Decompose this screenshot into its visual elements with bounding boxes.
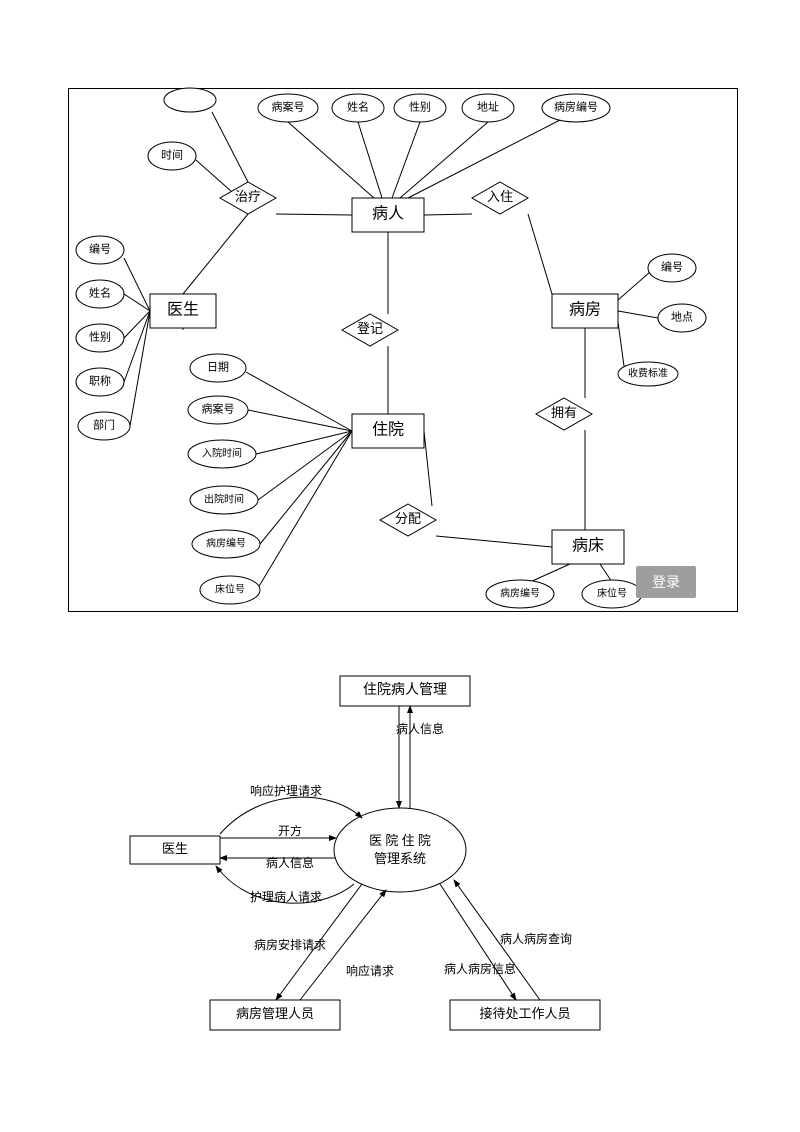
- svg-text:病房: 病房: [569, 301, 601, 319]
- svg-text:病人: 病人: [372, 205, 404, 223]
- svg-text:病人信息: 病人信息: [266, 855, 314, 870]
- svg-text:病房编号: 病房编号: [554, 100, 598, 114]
- svg-text:部门: 部门: [93, 418, 115, 432]
- svg-text:分配: 分配: [395, 511, 421, 526]
- svg-text:病床: 病床: [572, 537, 604, 555]
- svg-text:病人病房查询: 病人病房查询: [500, 931, 572, 946]
- svg-text:收费标准: 收费标准: [628, 366, 668, 379]
- svg-text:性别: 性别: [89, 330, 111, 344]
- svg-text:姓名: 姓名: [89, 286, 111, 300]
- svg-text:住院: 住院: [372, 421, 404, 439]
- svg-text:医生: 医生: [167, 301, 199, 319]
- svg-text:响应护理请求: 响应护理请求: [250, 783, 322, 798]
- svg-text:响应请求: 响应请求: [346, 963, 394, 978]
- svg-text:地址: 地址: [477, 100, 499, 114]
- login-button[interactable]: 登录: [636, 566, 696, 598]
- svg-text:病案号: 病案号: [202, 402, 235, 416]
- page: 病案号姓名性别地址病房编号时间编号姓名性别职称部门编号地点收费标准日期病案号入院…: [0, 0, 800, 1132]
- svg-text:医 院 住 院: 医 院 住 院: [369, 833, 431, 848]
- svg-text:管理系统: 管理系统: [374, 851, 426, 866]
- svg-text:编号: 编号: [89, 242, 111, 256]
- svg-text:病人信息: 病人信息: [396, 721, 444, 736]
- svg-text:治疗: 治疗: [235, 189, 261, 204]
- svg-text:病案号: 病案号: [272, 100, 305, 114]
- svg-text:住院病人管理: 住院病人管理: [363, 682, 447, 698]
- svg-text:开方: 开方: [278, 823, 302, 838]
- svg-text:病房编号: 病房编号: [500, 586, 540, 599]
- svg-text:床位号: 床位号: [215, 582, 245, 595]
- svg-text:编号: 编号: [661, 260, 683, 274]
- svg-text:登记: 登记: [357, 321, 383, 336]
- svg-text:接待处工作人员: 接待处工作人员: [479, 1006, 570, 1021]
- svg-text:入住: 入住: [487, 189, 513, 204]
- svg-text:姓名: 姓名: [347, 100, 369, 114]
- svg-text:床位号: 床位号: [597, 586, 627, 599]
- svg-text:病房管理人员: 病房管理人员: [236, 1006, 314, 1021]
- svg-text:日期: 日期: [207, 361, 229, 374]
- svg-text:出院时间: 出院时间: [204, 492, 244, 505]
- svg-text:地点: 地点: [671, 311, 693, 324]
- svg-text:性别: 性别: [409, 100, 431, 114]
- svg-text:时间: 时间: [161, 149, 183, 162]
- svg-text:病人病房信息: 病人病房信息: [444, 961, 516, 976]
- svg-text:职称: 职称: [89, 374, 111, 388]
- svg-text:拥有: 拥有: [551, 405, 577, 420]
- svg-text:病房安排请求: 病房安排请求: [254, 937, 326, 952]
- svg-text:病房编号: 病房编号: [206, 536, 246, 549]
- svg-text:护理病人请求: 护理病人请求: [250, 889, 322, 904]
- svg-text:医生: 医生: [162, 841, 188, 856]
- svg-text:入院时间: 入院时间: [202, 446, 242, 459]
